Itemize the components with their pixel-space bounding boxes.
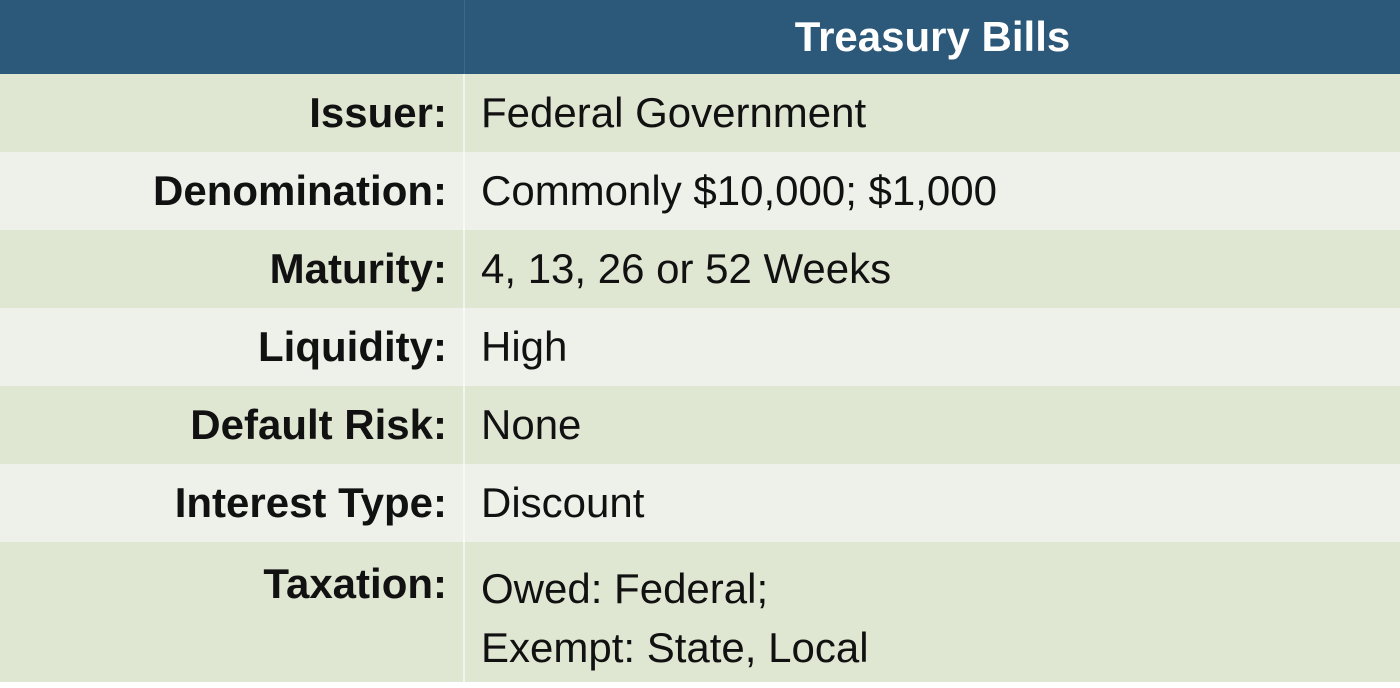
table-row-taxation: Taxation: Owed: Federal; Exempt: State, … <box>0 542 1400 682</box>
row-label: Issuer: <box>0 74 465 152</box>
row-value: High <box>481 323 568 370</box>
row-value: None <box>481 401 582 448</box>
taxation-line-exempt: Exempt: State, Local <box>481 623 869 671</box>
table-row-default-risk: Default Risk: None <box>0 386 1400 464</box>
row-label: Default Risk: <box>0 386 465 464</box>
row-value: Federal Government <box>481 89 867 136</box>
row-value: Owed: Federal; Exempt: State, Local <box>465 542 1400 682</box>
row-label: Maturity: <box>0 230 465 308</box>
row-value: Commonly $10,000; $1,000 <box>481 167 997 214</box>
row-label: Liquidity: <box>0 308 465 386</box>
table-row-issuer: Issuer: Federal Government <box>0 74 1400 152</box>
header-title: Treasury Bills <box>794 13 1071 60</box>
table-header: Treasury Bills <box>0 0 1400 74</box>
row-label: Interest Type: <box>0 464 465 542</box>
table-row-liquidity: Liquidity: High <box>0 308 1400 386</box>
table-row-maturity: Maturity: 4, 13, 26 or 52 Weeks <box>0 230 1400 308</box>
table-row-denomination: Denomination: Commonly $10,000; $1,000 <box>0 152 1400 230</box>
taxation-line-owed: Owed: Federal; <box>481 565 769 612</box>
table-row-interest-type: Interest Type: Discount <box>0 464 1400 542</box>
row-label: Denomination: <box>0 152 465 230</box>
row-label: Taxation: <box>0 542 465 682</box>
row-value: 4, 13, 26 or 52 Weeks <box>481 245 892 292</box>
header-empty-cell <box>0 0 465 74</box>
row-value: Discount <box>481 479 645 526</box>
